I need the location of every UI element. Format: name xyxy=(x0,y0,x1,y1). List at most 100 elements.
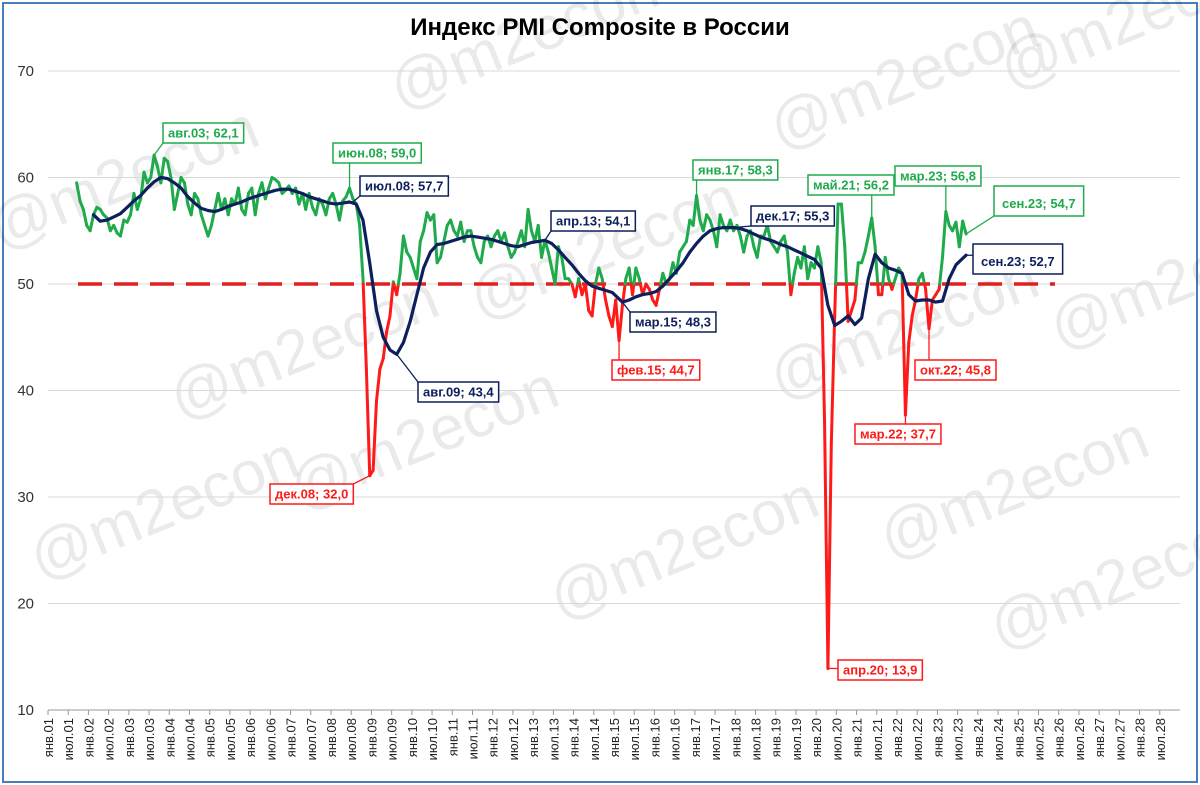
y-axis: 10 20 30 40 50 60 70 xyxy=(17,63,34,719)
pmi-segment xyxy=(755,234,763,259)
y-tick-label: 50 xyxy=(17,276,34,293)
pmi-segment xyxy=(361,282,368,371)
pmi-segment xyxy=(199,213,207,227)
annotation-leader xyxy=(733,225,752,229)
x-tick-label: янв.16 xyxy=(647,718,662,757)
annotation-callout: сен.23; 54,7 xyxy=(965,185,1085,235)
x-tick-label: янв.15 xyxy=(607,718,622,757)
x-tick-label: июл.07 xyxy=(304,718,319,760)
pmi-segment xyxy=(601,282,608,302)
annotation-label: сен.23; 54,7 xyxy=(1002,196,1076,211)
x-tick-label: янв.19 xyxy=(769,718,784,757)
x-tick-label: янв.28 xyxy=(1133,718,1148,757)
annotation-leader xyxy=(353,475,371,485)
pmi-segment xyxy=(189,191,197,217)
y-tick-label: 10 xyxy=(17,702,34,719)
pmi-segment xyxy=(523,207,530,249)
pmi-segment xyxy=(236,186,244,211)
watermark-text: @m2econ xyxy=(1039,193,1200,363)
annotation-box xyxy=(162,122,245,144)
annotation-box xyxy=(854,423,942,445)
x-tick-label: янв.24 xyxy=(971,718,986,757)
x-tick-label: июл.25 xyxy=(1032,718,1047,760)
annotation-callout: мар.23; 56,8 xyxy=(894,165,982,212)
annotation-box xyxy=(993,185,1085,217)
annotation-leader xyxy=(352,195,361,203)
pmi-segment xyxy=(910,298,918,318)
pmi-segment xyxy=(742,234,749,254)
pmi-segment xyxy=(479,239,486,265)
pmi-segment xyxy=(701,213,709,233)
pmi-segment xyxy=(331,191,338,206)
x-tick-label: янв.06 xyxy=(243,718,258,757)
annotation-callout: окт.22; 45,8 xyxy=(914,328,997,381)
watermark-text: @m2econ xyxy=(379,0,668,123)
x-tick-label: июл.17 xyxy=(708,718,723,760)
pmi-segment xyxy=(938,255,944,286)
pmi-segment xyxy=(358,223,365,281)
annotation-box xyxy=(611,359,701,381)
annotation-label: дек.17; 55,3 xyxy=(756,209,829,224)
pmi-segment xyxy=(627,266,633,286)
x-tick-label: янв.09 xyxy=(364,718,379,757)
annotation-callout: дек.17; 55,3 xyxy=(733,205,836,229)
pmi-segment xyxy=(408,255,416,270)
y-tick-label: 20 xyxy=(17,596,34,613)
x-tick-label: июл.23 xyxy=(951,718,966,760)
annotation-label: май.21; 56,2 xyxy=(813,178,889,193)
x-tick-label: июл.03 xyxy=(142,718,157,760)
pmi-segment xyxy=(806,261,813,281)
pmi-segment xyxy=(553,245,560,286)
pmi-segment xyxy=(546,250,554,270)
pmi-segment xyxy=(395,282,400,297)
x-tick-label: янв.20 xyxy=(809,718,824,757)
x-tick-label: янв.01 xyxy=(41,718,56,757)
annotation-label: дек.08; 32,0 xyxy=(275,487,348,502)
y-tick-label: 40 xyxy=(17,383,34,400)
x-tick-label: июл.04 xyxy=(183,718,198,760)
watermark-text: @m2econ xyxy=(459,163,748,333)
x-tick-label: июл.01 xyxy=(61,718,76,760)
annotation-box xyxy=(914,359,997,381)
pmi-segment xyxy=(149,153,156,179)
pmi-segment xyxy=(388,282,395,318)
pmi-segment xyxy=(172,191,180,211)
watermark-layer: @m2econ @m2econ@m2econ@m2econ@m2econ @m2ec… xyxy=(0,0,1200,663)
x-tick-label: янв.02 xyxy=(81,718,96,757)
annotation-box xyxy=(692,159,779,181)
pmi-segment xyxy=(422,211,429,233)
annotation-callout: апр.20; 13,9 xyxy=(827,659,924,681)
pmi-segment xyxy=(789,282,795,297)
pmi-segment xyxy=(850,298,857,313)
x-tick-label: янв.27 xyxy=(1092,718,1107,757)
pmi-segment xyxy=(695,194,702,222)
pmi-segment xyxy=(526,207,533,233)
pmi-segment xyxy=(684,218,692,243)
pmi-segment xyxy=(396,271,402,286)
x-tick-label: янв.03 xyxy=(122,718,137,757)
pmi-segment xyxy=(863,234,870,254)
annotation-label: сен.23; 52,7 xyxy=(981,254,1055,269)
pmi-segment xyxy=(900,282,907,417)
annotation-leader xyxy=(544,230,552,241)
watermark-text: @m2econ xyxy=(759,0,1048,163)
pmi-segment xyxy=(833,282,838,318)
x-tick-label: июл.18 xyxy=(749,718,764,760)
x-tick-label: июл.13 xyxy=(546,718,561,760)
x-tick-label: июл.19 xyxy=(789,718,804,760)
x-tick-label: июл.02 xyxy=(102,718,117,760)
pmi-segment xyxy=(418,229,426,243)
annotation-label: фев.15; 44,7 xyxy=(617,363,695,378)
x-tick-label: янв.10 xyxy=(405,718,420,757)
pmi-segment xyxy=(401,234,409,254)
pmi-segment xyxy=(961,219,968,236)
pmi-segment xyxy=(843,245,848,286)
annotation-callout: авг.09; 43,4 xyxy=(396,353,500,403)
annotation-box xyxy=(807,174,895,196)
annotation-label: мар.23; 56,8 xyxy=(900,169,976,184)
x-tick-label: янв.18 xyxy=(728,718,743,757)
pmi-segment xyxy=(715,213,722,249)
x-tick-label: июл.10 xyxy=(425,718,440,760)
annotation-box xyxy=(269,483,355,505)
x-tick-label: янв.11 xyxy=(445,718,460,756)
